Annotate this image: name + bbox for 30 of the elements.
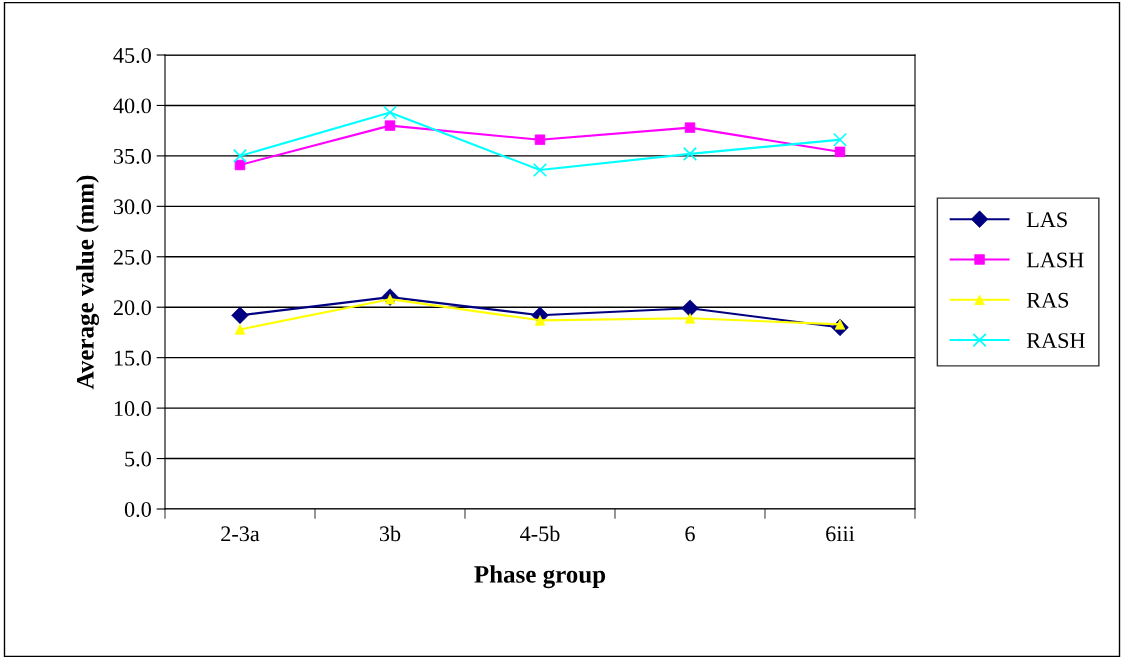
y-tick-label: 20.0 — [113, 300, 151, 316]
x-tick-label: 6iii — [826, 526, 855, 542]
x-axis-title: Phase group — [474, 565, 606, 589]
legend-label: LASH — [1026, 252, 1084, 268]
x-tick-label: 3b — [379, 525, 401, 542]
point — [682, 146, 698, 161]
y-tick-label: 15.0 — [114, 350, 151, 366]
point — [232, 148, 248, 163]
y-tick-label: 45.0 — [113, 47, 151, 64]
y-axis-title: Average value (mm) — [76, 175, 100, 390]
y-tick-label: 35.0 — [113, 148, 151, 164]
point — [382, 105, 398, 120]
x-tick-label: 6 — [685, 526, 695, 542]
point — [832, 132, 848, 147]
point — [534, 134, 546, 145]
x-tick-label: 4-5b — [520, 525, 560, 542]
y-tick-label: 0.0 — [124, 501, 151, 518]
legend-label: RAS — [1026, 292, 1069, 308]
x-tick-label: 2-3a — [221, 526, 260, 542]
point — [834, 146, 846, 158]
point — [684, 122, 696, 133]
y-tick-label: 25.0 — [113, 249, 151, 265]
y-tick-label: 40.0 — [113, 98, 151, 114]
legend-label: LAS — [1026, 212, 1067, 228]
point — [532, 162, 548, 178]
y-tick-label: 30.0 — [113, 199, 151, 215]
point — [231, 306, 249, 324]
legend-label: RASH — [1026, 333, 1085, 349]
y-tick-label: 10.0 — [114, 401, 151, 417]
y-tick-label: 5.0 — [125, 451, 151, 467]
